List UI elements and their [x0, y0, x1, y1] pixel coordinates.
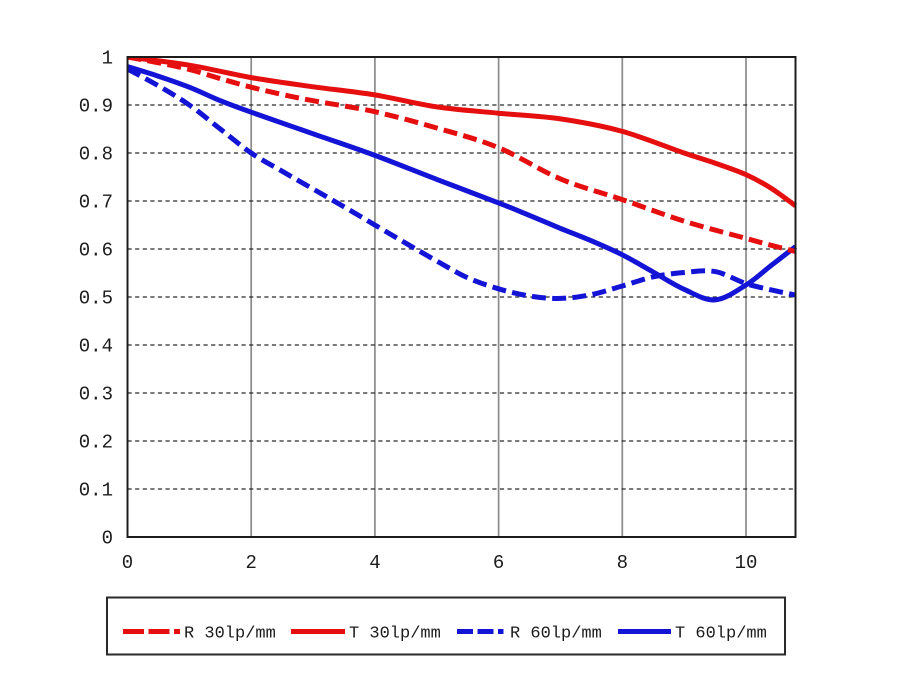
svg-text:0.5: 0.5: [79, 288, 113, 310]
svg-text:0.7: 0.7: [79, 192, 113, 214]
svg-text:4: 4: [369, 552, 380, 574]
svg-text:10: 10: [735, 552, 758, 574]
svg-text:0.2: 0.2: [79, 432, 113, 454]
svg-text:0: 0: [122, 552, 133, 574]
svg-text:0.4: 0.4: [79, 336, 113, 358]
svg-text:1: 1: [102, 48, 113, 70]
svg-text:R 60lp/mm: R 60lp/mm: [510, 625, 602, 644]
svg-text:0.9: 0.9: [79, 96, 113, 118]
svg-text:0.6: 0.6: [79, 240, 113, 262]
svg-text:0: 0: [102, 528, 113, 550]
svg-text:T 30lp/mm: T 30lp/mm: [349, 625, 441, 644]
svg-text:0.8: 0.8: [79, 144, 113, 166]
svg-text:8: 8: [617, 552, 628, 574]
svg-text:T 60lp/mm: T 60lp/mm: [675, 625, 767, 644]
svg-text:R 30lp/mm: R 30lp/mm: [184, 625, 276, 644]
svg-text:6: 6: [493, 552, 504, 574]
svg-text:2: 2: [245, 552, 256, 574]
svg-text:0.1: 0.1: [79, 480, 113, 502]
svg-text:0.3: 0.3: [79, 384, 113, 406]
